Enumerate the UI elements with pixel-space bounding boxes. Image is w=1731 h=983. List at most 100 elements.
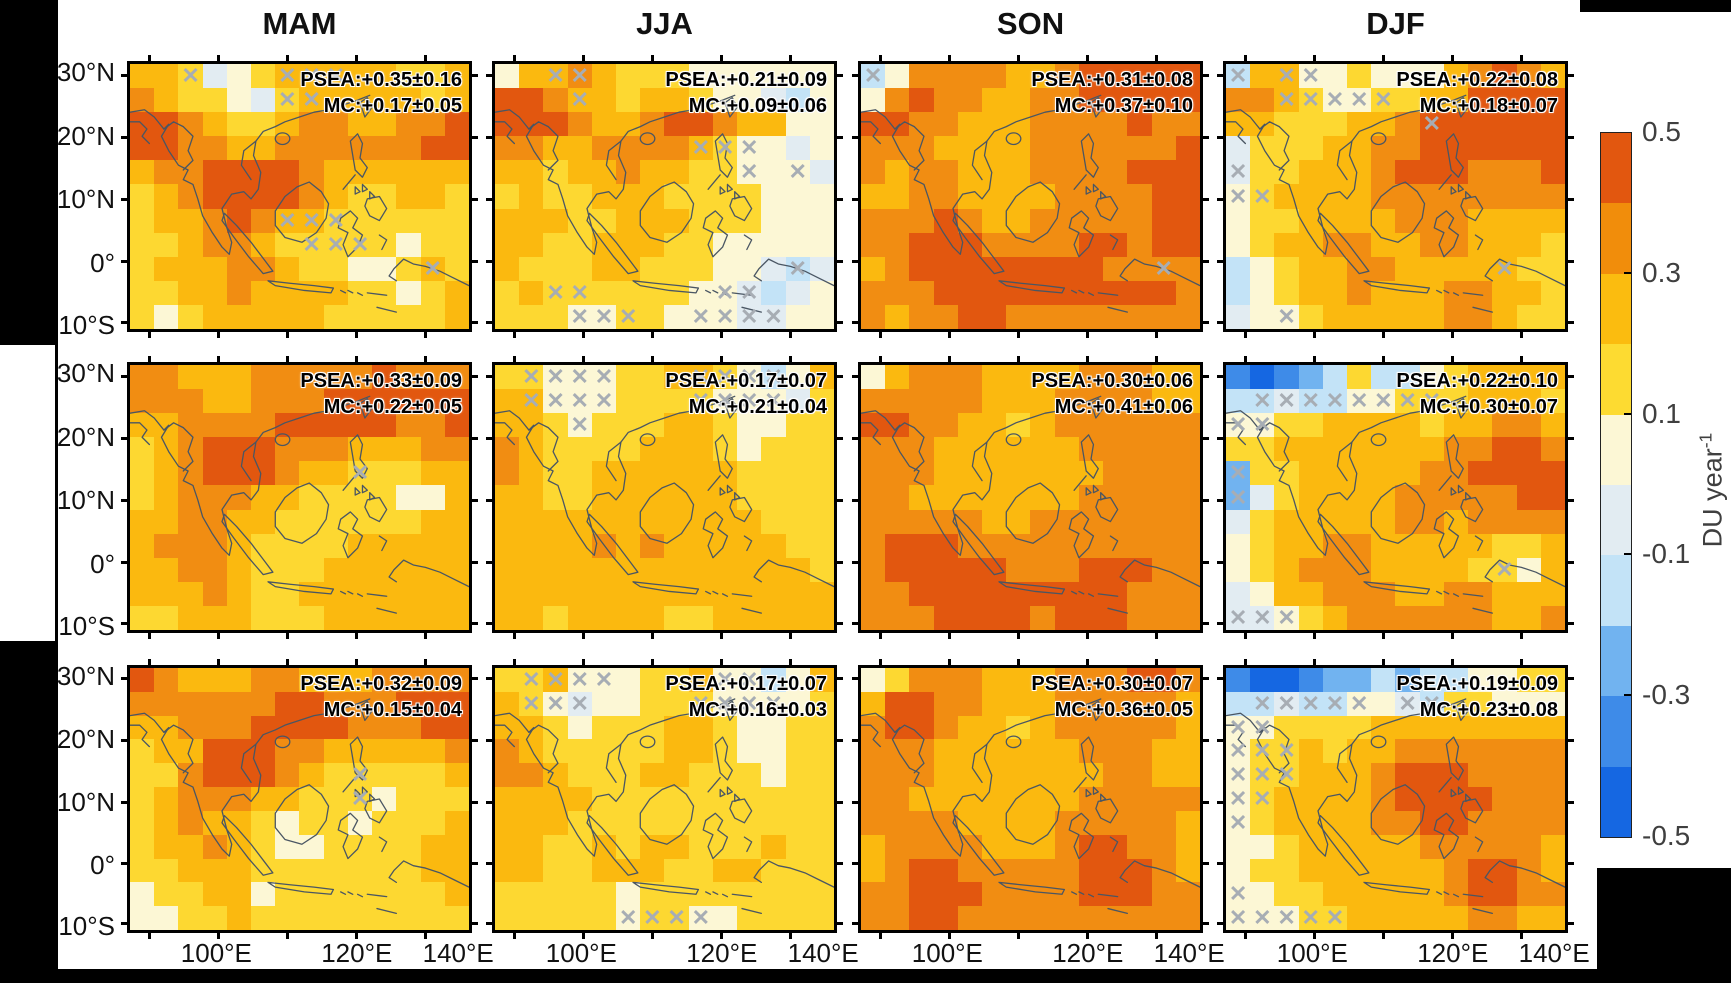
mc-trend-value: MC:+0.18±0.07 bbox=[1419, 95, 1558, 117]
psea-trend-value: PSEA:+0.32±0.09 bbox=[300, 673, 462, 695]
map-panel-row2-jja: ✕ ✕ ✕ ✕ ✕ ✕ ✕ ✕ ✕ ✕ ✕ ✕ ✕ ✕ ✕ ✕ ✕ PSEA:+0.17±0.07 MC:+0.21… bbox=[486, 356, 843, 639]
hatch-mark: ✕ bbox=[1228, 159, 1248, 185]
axis-tick bbox=[1519, 932, 1523, 939]
hatch-mark: ✕ bbox=[1277, 87, 1296, 113]
axis-tick bbox=[121, 198, 128, 202]
colorbar-segment bbox=[1601, 484, 1631, 556]
y-axis-label: 20°N bbox=[56, 723, 115, 754]
hatch-mark: ✕ bbox=[740, 279, 759, 305]
axis-tick bbox=[788, 55, 792, 62]
hatch-mark: ✕ bbox=[546, 63, 565, 89]
axis-tick bbox=[471, 561, 478, 565]
y-axis-label: 10°S bbox=[58, 611, 115, 642]
axis-tick bbox=[852, 922, 859, 926]
hatch-mark: ✕ bbox=[546, 666, 565, 692]
axis-tick bbox=[852, 862, 859, 866]
axis-tick bbox=[1016, 932, 1020, 939]
axis-tick bbox=[852, 135, 859, 139]
axis-tick bbox=[471, 374, 478, 378]
axis-tick bbox=[423, 356, 427, 363]
hatch-mark: ✕ bbox=[715, 690, 735, 716]
hatch-mark: ✕ bbox=[1277, 604, 1296, 630]
coastline-map bbox=[130, 668, 469, 930]
hatch-mark: ✕ bbox=[594, 303, 614, 329]
axis-tick bbox=[285, 356, 289, 363]
axis-tick bbox=[1202, 135, 1209, 139]
axis-tick bbox=[1381, 356, 1385, 363]
trend-annotation: PSEA:+0.31±0.08 MC:+0.37±0.10 bbox=[1031, 67, 1193, 119]
axis-tick bbox=[121, 436, 128, 440]
axis-tick bbox=[1567, 436, 1574, 440]
axis-tick bbox=[1202, 677, 1209, 681]
axis-tick bbox=[486, 73, 493, 77]
y-axis-label: 30°N bbox=[56, 56, 115, 87]
hatch-mark: ✕ bbox=[1228, 762, 1248, 788]
axis-tick bbox=[947, 331, 951, 338]
hatch-mark: ✕ bbox=[715, 303, 735, 329]
axis-tick bbox=[471, 800, 478, 804]
map-panel-row1-jja: ✕ ✕ ✕ ✕ ✕ ✕ ✕ ✕ ✕ ✕ ✕ ✕ ✕ ✕ ✕ ✕ ✕ ✕ ✕ ✕ PSEA:+0.21±0.09 MC:+0… bbox=[486, 55, 843, 338]
axis-tick bbox=[486, 862, 493, 866]
axis-tick bbox=[1381, 331, 1385, 338]
hatch-mark: ✕ bbox=[740, 364, 759, 390]
hatch-mark: ✕ bbox=[691, 905, 711, 931]
axis-tick bbox=[147, 55, 151, 62]
axis-tick bbox=[1016, 356, 1020, 363]
axis-tick bbox=[878, 932, 882, 939]
axis-tick bbox=[121, 800, 128, 804]
map-panel-row3-mam: ✕ ✕ PSEA:+0.32±0.09 MC:+0.15±0.04 bbox=[121, 659, 478, 939]
map-panel-row3-son: PSEA:+0.30±0.07 MC:+0.36±0.05 bbox=[852, 659, 1209, 939]
axis-tick bbox=[1217, 862, 1224, 866]
axis-tick bbox=[486, 135, 493, 139]
axis-tick bbox=[852, 677, 859, 681]
mc-trend-value: MC:+0.36±0.05 bbox=[1054, 699, 1193, 721]
axis-tick bbox=[1217, 260, 1224, 264]
hatch-mark: ✕ bbox=[1253, 690, 1272, 716]
axis-tick bbox=[1312, 331, 1316, 338]
axis-tick bbox=[581, 55, 585, 62]
axis-tick bbox=[1519, 632, 1523, 639]
axis-tick bbox=[423, 632, 427, 639]
bottom-right-black-block bbox=[1597, 868, 1731, 983]
axis-tick bbox=[1217, 73, 1224, 77]
axis-tick bbox=[486, 374, 493, 378]
axis-tick bbox=[1567, 374, 1574, 378]
hatch-mark: ✕ bbox=[1325, 905, 1345, 931]
hatch-mark: ✕ bbox=[1277, 738, 1296, 764]
axis-tick bbox=[121, 739, 128, 743]
axis-tick bbox=[121, 862, 128, 866]
axis-tick bbox=[512, 356, 516, 363]
x-axis-label: 140°E bbox=[422, 938, 494, 968]
hatch-mark: ✕ bbox=[618, 905, 638, 931]
x-axis-label: 120°E bbox=[321, 938, 393, 968]
axis-tick bbox=[1567, 321, 1574, 325]
hatch-mark: ✕ bbox=[570, 364, 589, 390]
axis-tick bbox=[1217, 135, 1224, 139]
colorbar-segment bbox=[1601, 133, 1631, 204]
hatch-mark: ✕ bbox=[522, 364, 541, 390]
hatch-mark: ✕ bbox=[1422, 111, 1442, 137]
hatch-mark: ✕ bbox=[1495, 556, 1514, 582]
axis-tick bbox=[121, 922, 128, 926]
axis-tick bbox=[1085, 932, 1089, 939]
axis-tick bbox=[285, 55, 289, 62]
left-black-bar-top bbox=[0, 0, 55, 345]
axis-tick bbox=[719, 659, 723, 666]
x-axis-label: 100°E bbox=[911, 938, 983, 968]
axis-tick bbox=[852, 499, 859, 503]
axis-tick bbox=[147, 632, 151, 639]
axis-tick bbox=[1202, 260, 1209, 264]
axis-tick bbox=[147, 932, 151, 939]
axis-tick bbox=[354, 331, 358, 338]
axis-tick bbox=[216, 659, 220, 666]
hatch-mark: ✕ bbox=[1228, 786, 1248, 811]
hatch-mark: ✕ bbox=[522, 388, 541, 414]
trend-grid bbox=[495, 64, 834, 329]
axis-tick bbox=[581, 356, 585, 363]
hatch-mark: ✕ bbox=[1422, 388, 1442, 414]
hatch-mark: ✕ bbox=[570, 279, 589, 305]
axis-tick bbox=[121, 260, 128, 264]
hatch-mark: ✕ bbox=[715, 364, 735, 390]
axis-tick bbox=[121, 677, 128, 681]
axis-tick bbox=[1217, 561, 1224, 565]
